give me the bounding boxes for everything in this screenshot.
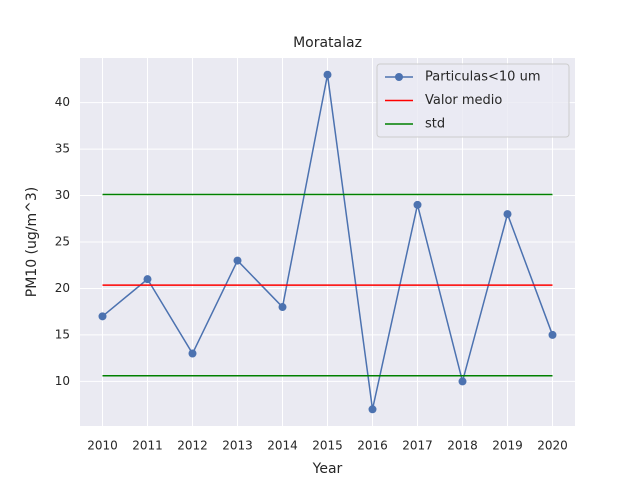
x-tick-label: 2011 [132,439,163,453]
x-tick-label: 2020 [537,439,568,453]
data-point [548,330,557,339]
y-tick-label: 15 [55,327,70,341]
x-tick-label: 2012 [177,439,208,453]
x-tick-label: 2014 [267,439,298,453]
data-point [233,256,242,265]
y-tick-label: 30 [55,188,70,202]
data-point [98,312,107,321]
data-point [278,303,287,312]
x-tick-label: 2017 [402,439,433,453]
y-tick-label: 20 [55,281,70,295]
x-tick-label: 2013 [222,439,253,453]
legend-label: Particulas<10 um [425,70,540,85]
x-tick-label: 2015 [312,439,343,453]
data-point [413,200,422,209]
y-tick-label: 25 [55,235,70,249]
data-point [503,210,512,219]
x-tick-label: 2010 [87,439,118,453]
x-axis-label: Year [312,461,343,477]
y-tick-label: 10 [55,374,70,388]
x-tick-label: 2019 [492,439,523,453]
legend-marker [395,73,403,81]
data-point [458,377,467,386]
data-point [368,405,377,414]
legend-label: Valor medio [425,93,502,108]
data-point [143,275,152,284]
x-tick-label: 2016 [357,439,388,453]
y-tick-label: 40 [55,95,70,109]
x-tick-label: 2018 [447,439,478,453]
data-point [188,349,197,358]
y-axis-label: PM10 (ug/m^3) [24,187,40,297]
data-point [323,70,332,79]
legend-label: std [425,117,445,132]
legend-box [376,63,570,138]
chart-title: Moratalaz [293,35,362,51]
y-tick-label: 35 [55,142,70,156]
